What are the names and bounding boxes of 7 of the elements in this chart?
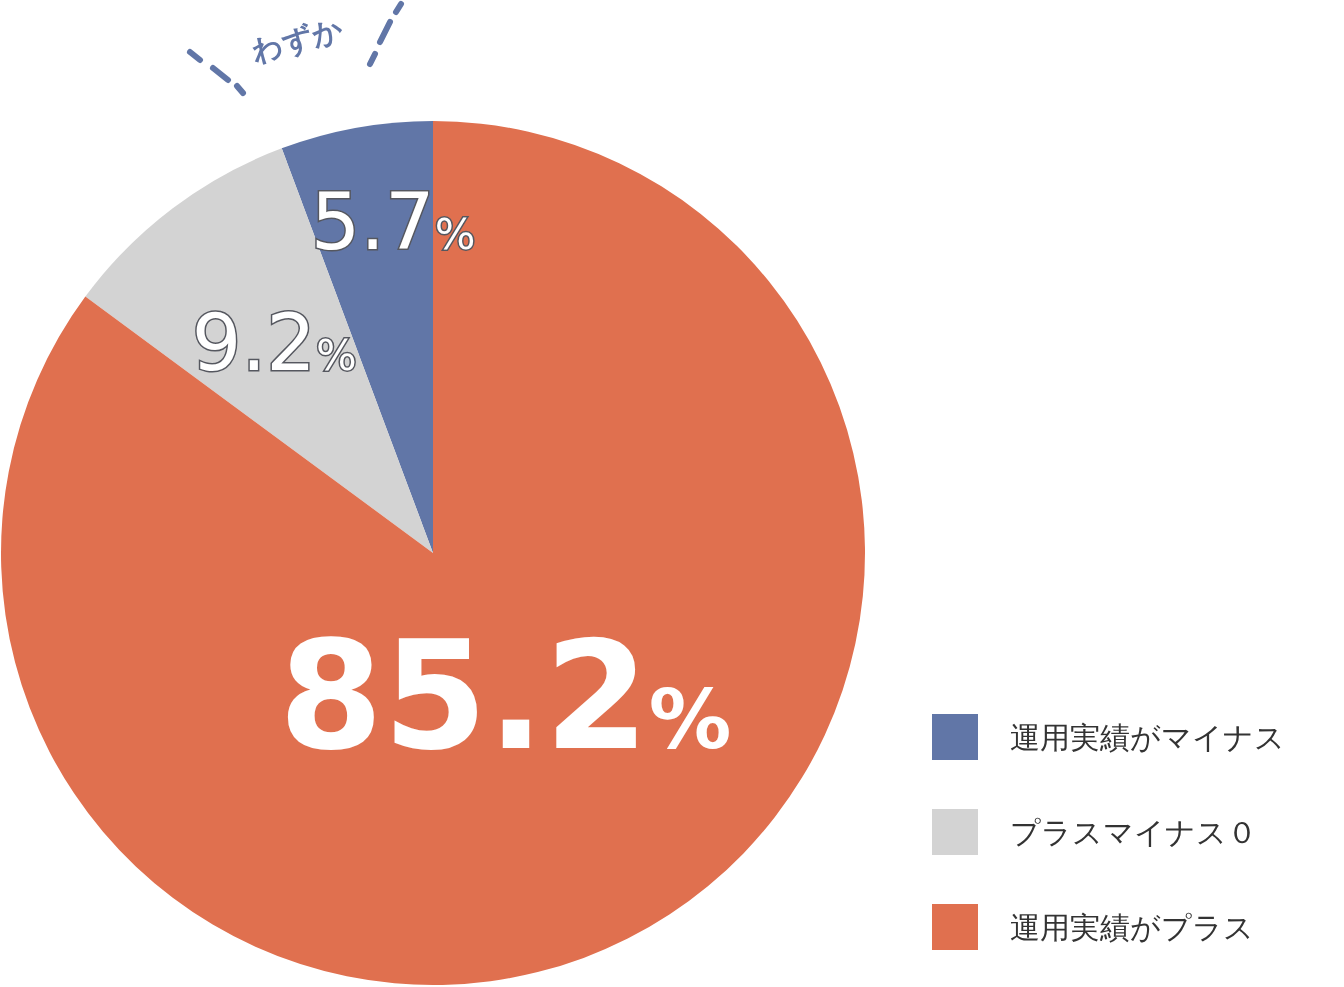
data-label: 5.7% [310,176,476,267]
data-label: 9.2% [191,297,357,388]
legend-label: 運用実績がプラス [1010,910,1254,945]
legend-label: プラスマイナス０ [1010,815,1257,850]
text: わずか [247,10,347,69]
legend-label: 運用実績がマイナス [1010,720,1285,755]
data-label: 85.2% [278,609,732,784]
